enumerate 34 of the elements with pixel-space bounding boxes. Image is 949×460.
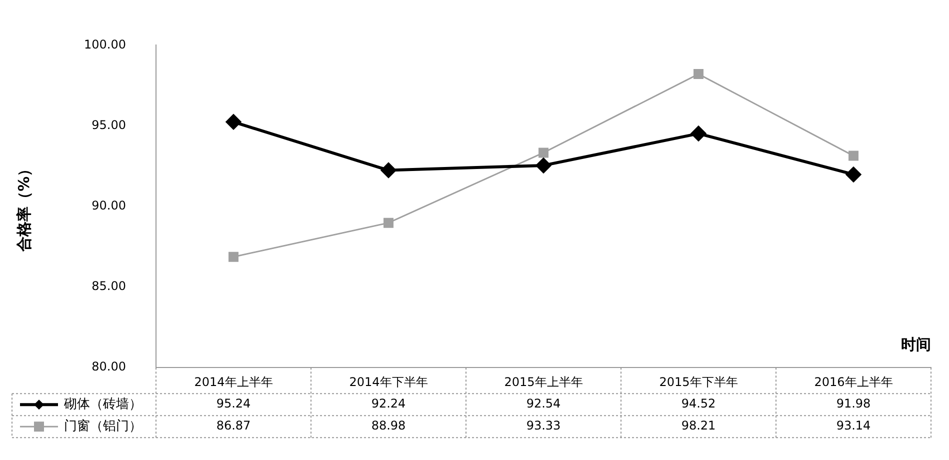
data-label: 94.52 [681, 396, 716, 411]
point [690, 126, 706, 142]
data-label: 95.24 [216, 396, 251, 411]
data-label: 92.54 [526, 396, 561, 411]
x-tick-label: 2016年上半年 [814, 374, 893, 389]
point [538, 148, 548, 158]
data-label: 93.14 [836, 418, 871, 433]
x-tick-label: 2014年上半年 [194, 374, 273, 389]
legend-label: 砌体（砖墙） [63, 396, 142, 412]
point [848, 150, 858, 161]
data-label: 92.24 [371, 396, 406, 411]
point [380, 162, 396, 178]
y-tick-label: 80.00 [92, 360, 126, 374]
data-label: 98.21 [681, 418, 716, 433]
x-axis-title: 时间 [901, 335, 931, 354]
data-label: 88.98 [371, 418, 406, 433]
x-tick-label: 2015年上半年 [504, 374, 583, 389]
x-tick-label: 2014年下半年 [349, 374, 428, 389]
y-tick-label: 90.00 [92, 198, 126, 213]
point [228, 252, 238, 262]
data-label: 93.33 [526, 418, 561, 433]
y-tick-label: 100.00 [84, 37, 126, 52]
y-tick-label: 85.00 [92, 279, 126, 294]
legend-label: 门窗（铝门） [64, 418, 142, 434]
point [846, 166, 861, 182]
data-label: 91.98 [836, 396, 871, 411]
data-label: 86.87 [216, 418, 251, 433]
point [536, 158, 551, 173]
x-tick-label: 2015年下半年 [659, 374, 738, 389]
point [694, 69, 704, 80]
point [226, 114, 241, 130]
y-tick-label: 95.00 [92, 118, 126, 132]
y-axis-title: 合格率（%） [14, 161, 33, 252]
point [384, 218, 394, 228]
